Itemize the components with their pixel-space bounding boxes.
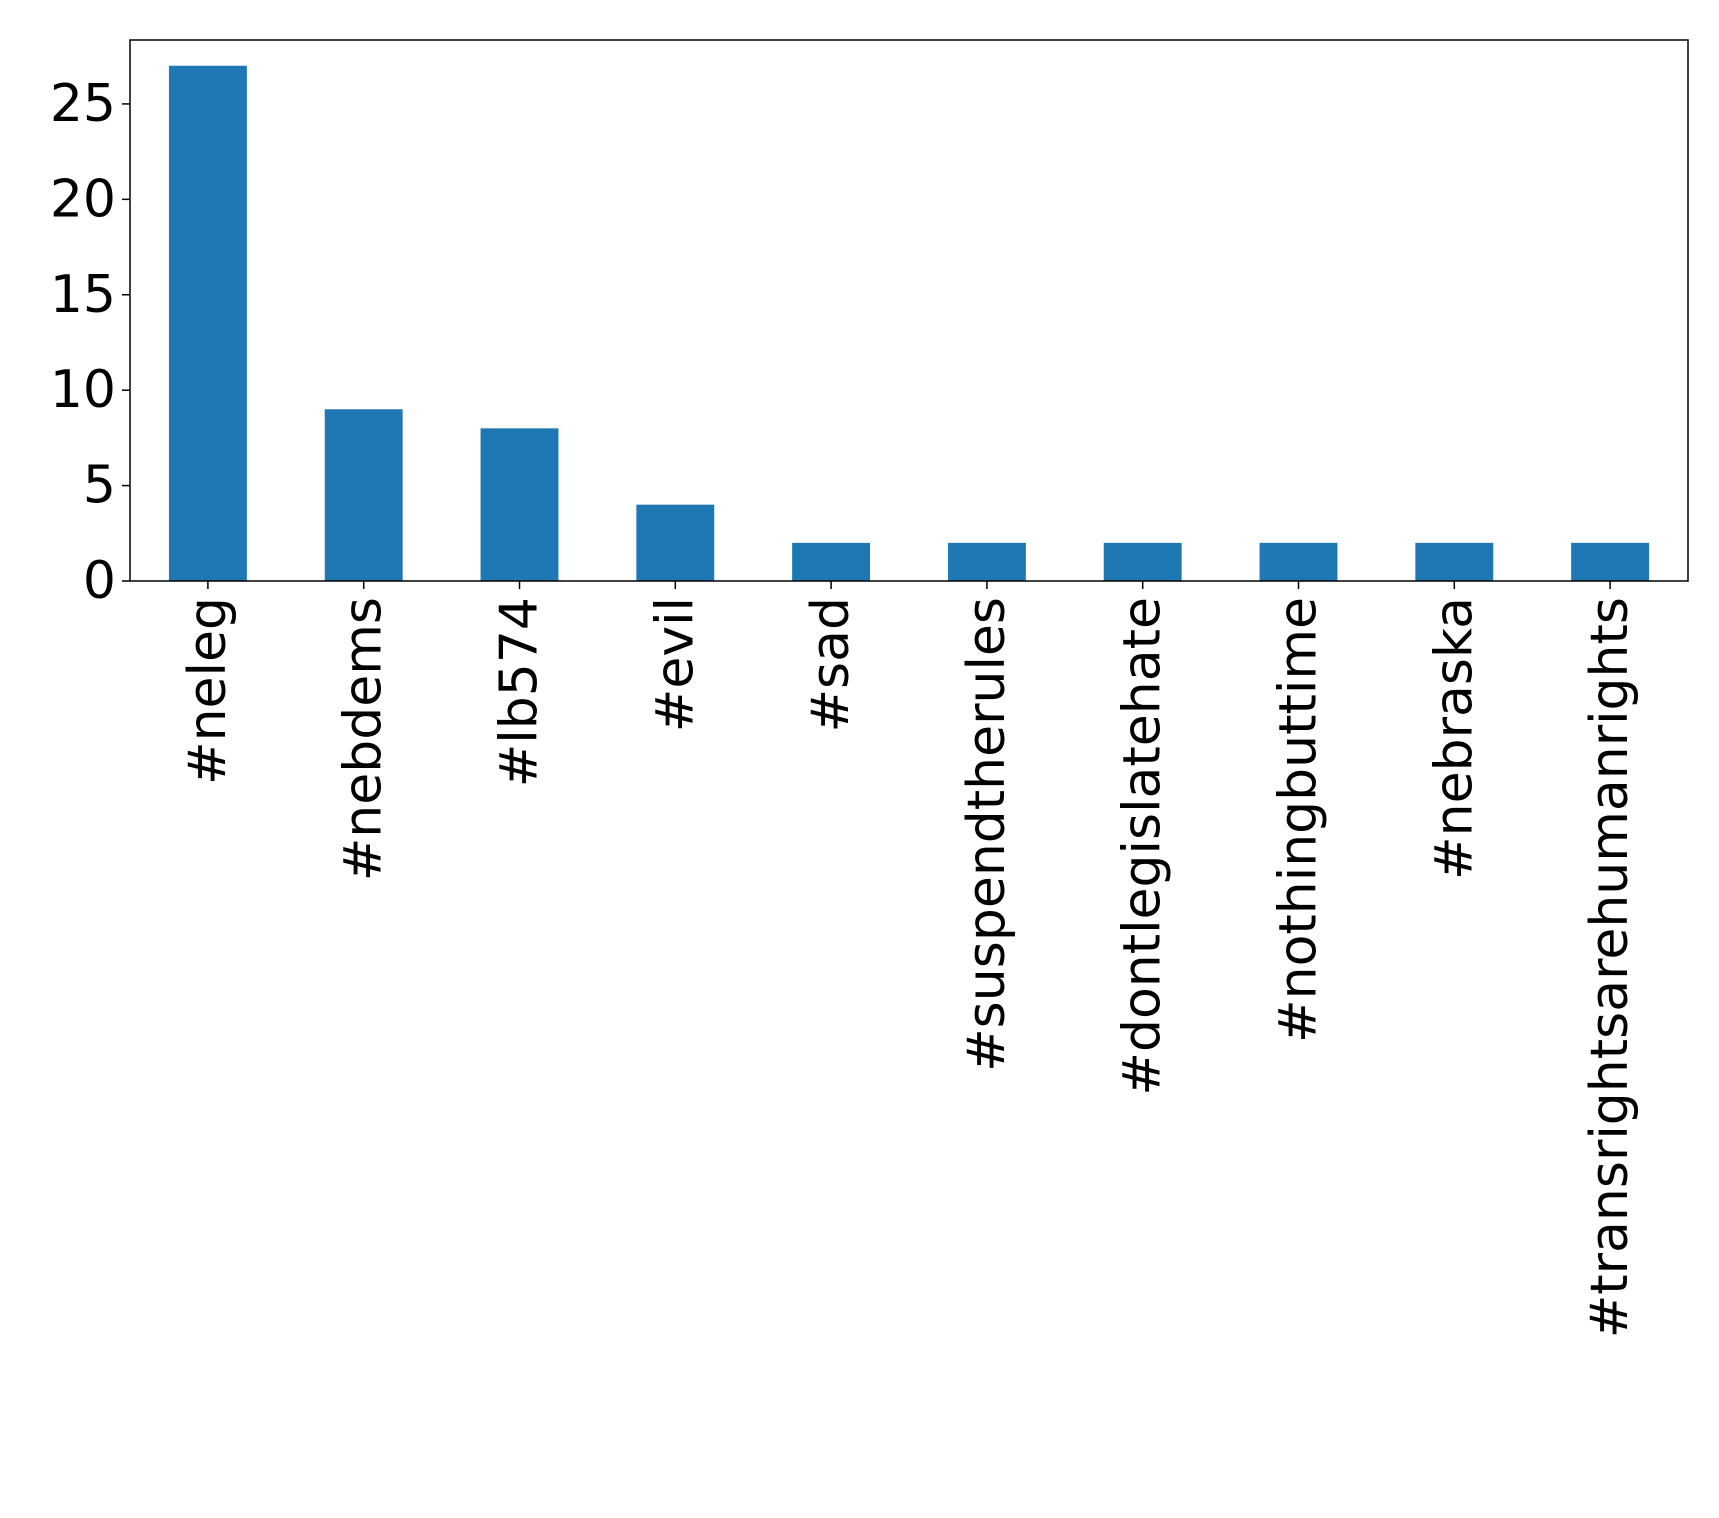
bar-transrightsarehumanrights — [1571, 542, 1650, 581]
y-tick-label-20: 20 — [50, 169, 116, 229]
bar-nebraska — [1415, 542, 1494, 581]
y-tick-label-0: 0 — [83, 551, 116, 611]
bar-nebdems — [324, 409, 403, 581]
x-tick-label-nebraska: #nebraska — [1424, 597, 1484, 880]
bar-neleg — [168, 65, 247, 581]
y-tick-label-10: 10 — [50, 360, 116, 420]
bars-group — [168, 65, 1650, 581]
y-tick-label-25: 25 — [50, 74, 116, 134]
x-tick-label-lb574: #lb574 — [490, 597, 550, 787]
plot-frame — [129, 39, 1689, 582]
bar-sad — [792, 542, 871, 581]
x-tick-label-suspendtherules: #suspendtherules — [957, 597, 1017, 1072]
bar-suspendtherules — [947, 542, 1026, 581]
x-tick-label-neleg: #neleg — [178, 597, 238, 785]
bar-dontlegislatehate — [1103, 542, 1182, 581]
x-tick-label-evil: #evil — [645, 597, 705, 732]
bar-nothingbuttime — [1259, 542, 1338, 581]
y-tick-label-5: 5 — [83, 456, 116, 516]
x-tick-label-dontlegislatehate: #dontlegislatehate — [1113, 597, 1173, 1096]
y-axis: 0 5 10 15 20 25 — [50, 74, 130, 611]
bar-lb574 — [480, 428, 559, 581]
x-tick-label-sad: #sad — [801, 597, 861, 733]
y-tick-label-15: 15 — [50, 265, 116, 325]
x-tick-label-nebdems: #nebdems — [334, 597, 394, 881]
x-tick-label-nothingbuttime: #nothingbuttime — [1269, 597, 1329, 1043]
x-axis: #neleg #nebdems #lb574 #evil #sad #suspendthe… — [178, 581, 1640, 1338]
bar-evil — [636, 504, 715, 581]
x-tick-label-transrightsarehumanrights: #transrightsarehumanrights — [1580, 597, 1640, 1338]
